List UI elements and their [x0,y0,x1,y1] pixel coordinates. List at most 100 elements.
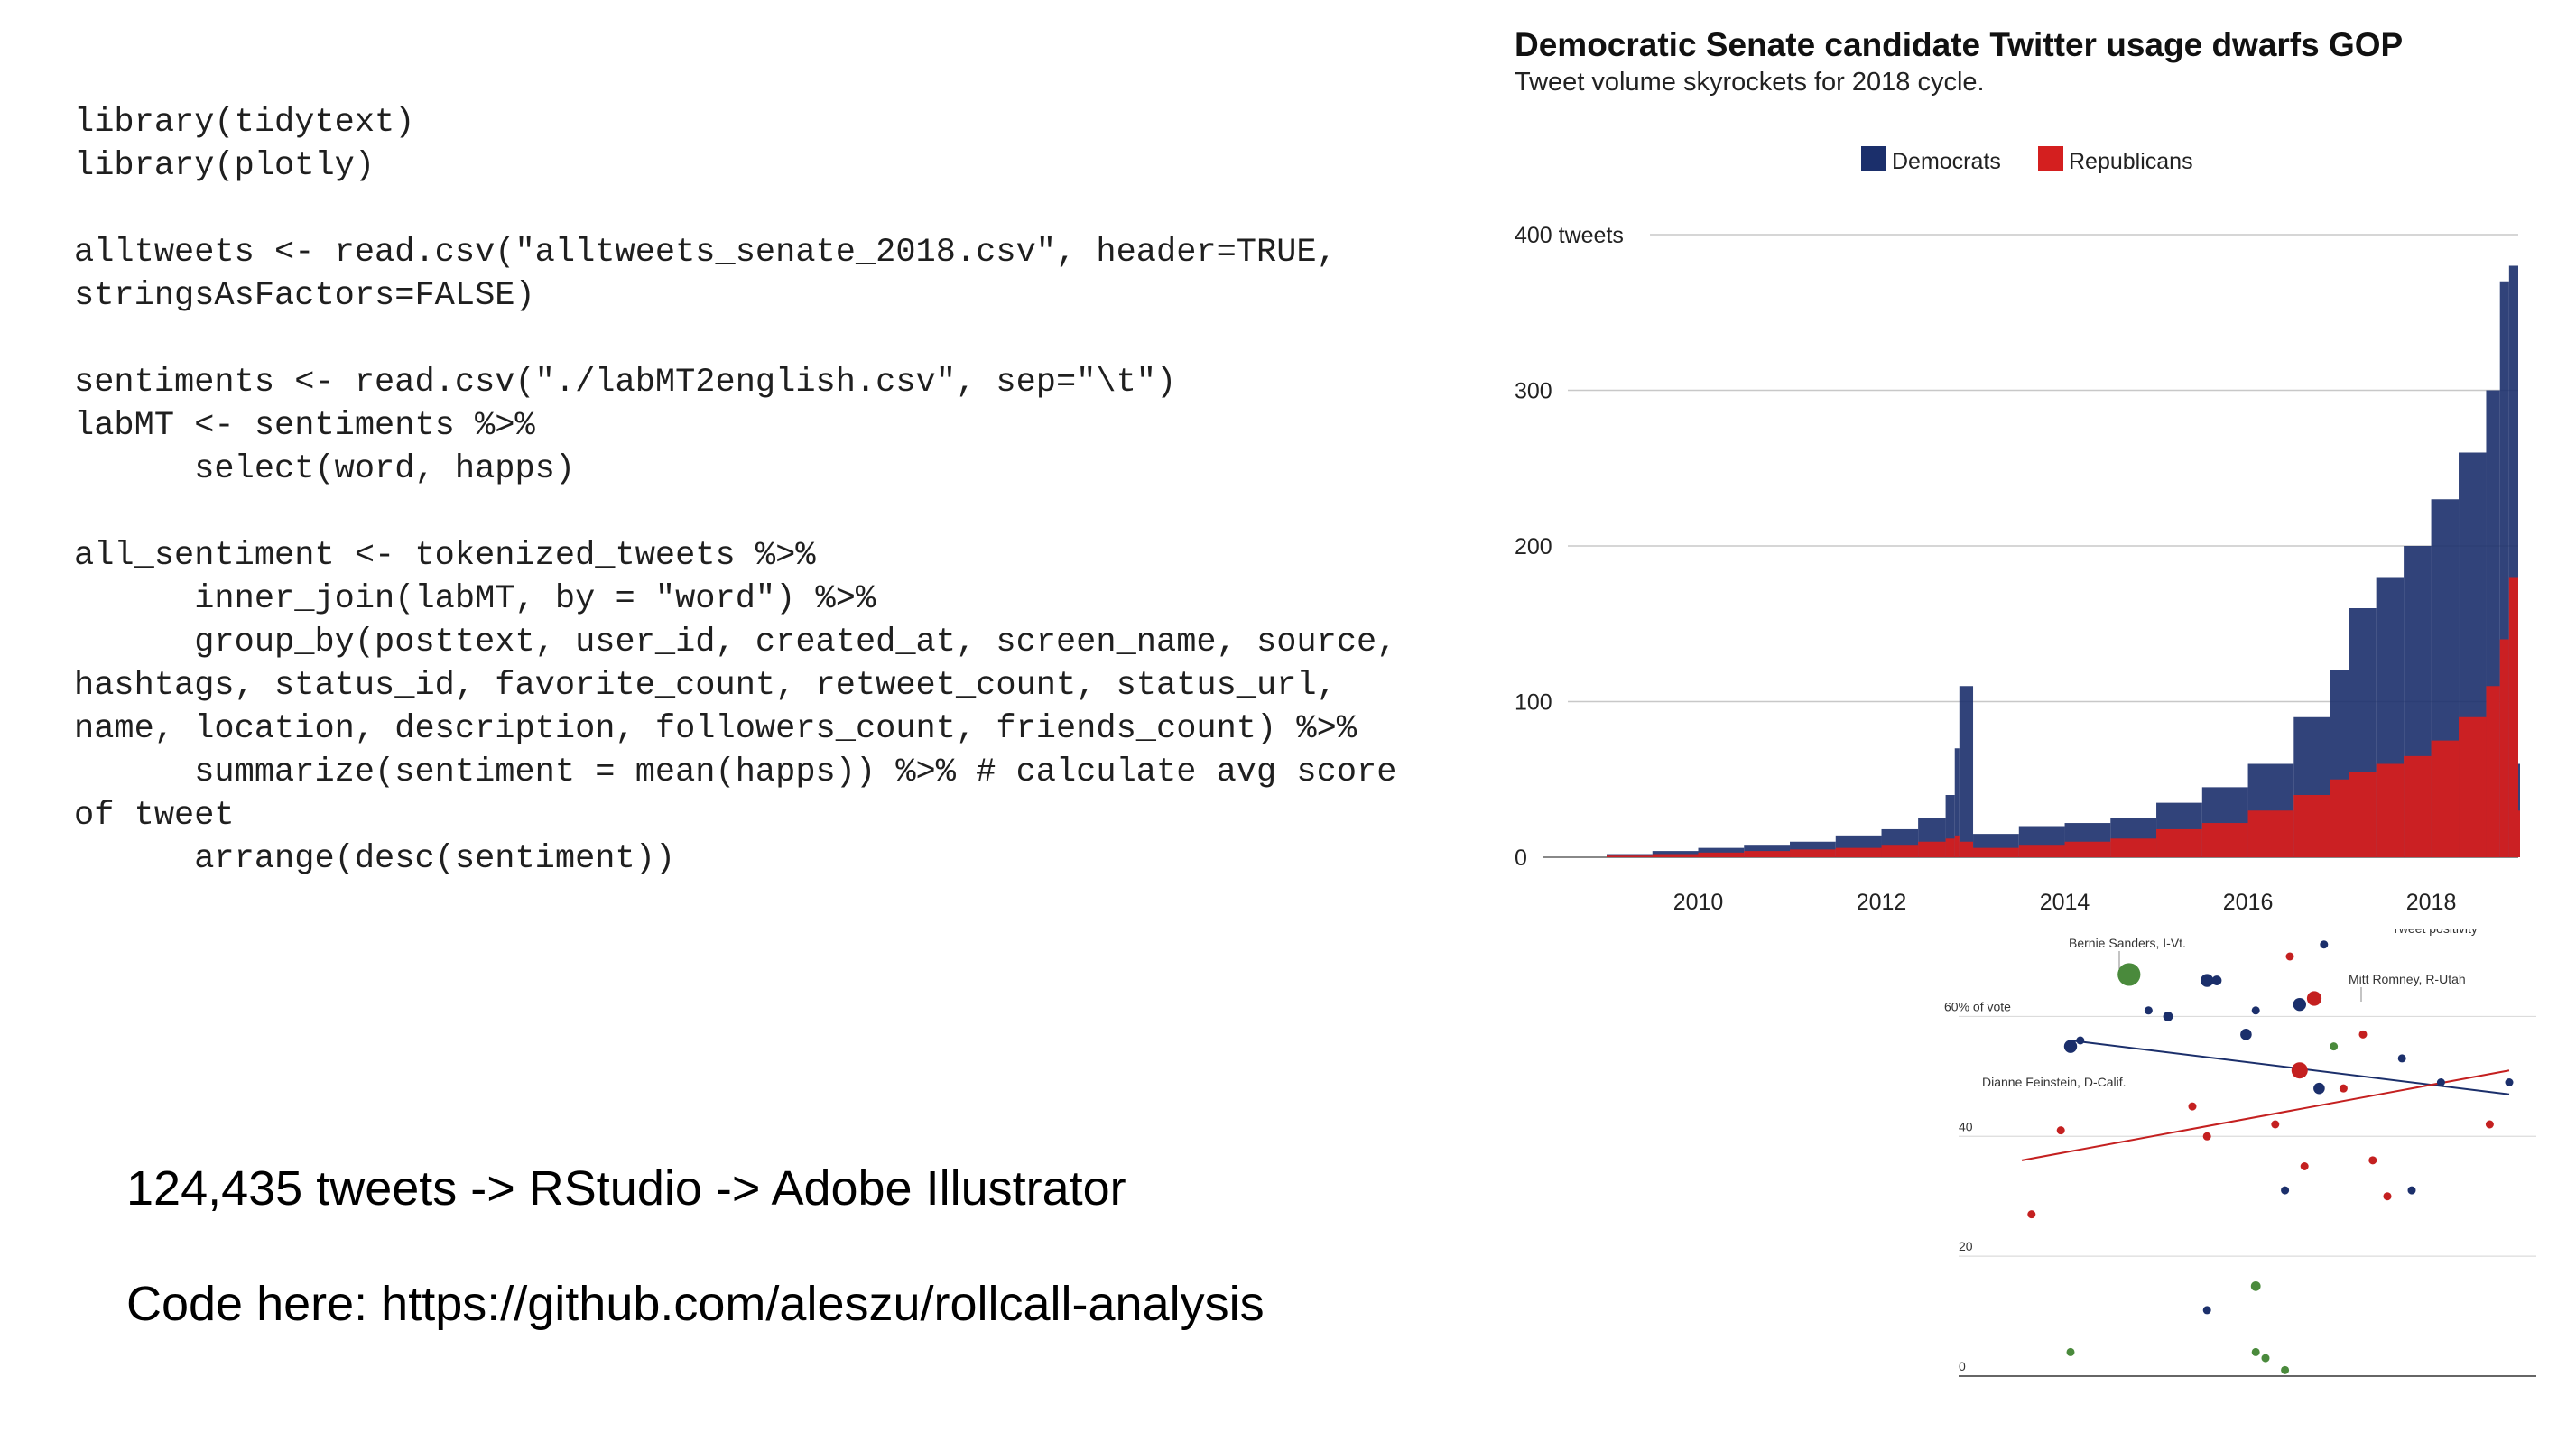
bar-republicans [1973,847,2019,857]
code-block: library(tidytext) library(plotly) alltweet… [74,101,1396,881]
y-tick-label: 300 [1515,379,1552,404]
y-tick-label: 0 [1959,1359,1966,1373]
code-line: name, location, description, followers_c… [74,710,1357,748]
bar-republicans [2518,810,2520,857]
x-tick-label: 2012 [1857,890,1907,915]
scatter-point-ind [2251,1347,2260,1356]
scatter-point-dem [2201,974,2214,987]
bar-republicans [1744,851,1791,857]
scatter-point-dem [2313,1082,2325,1095]
bar-democrats [1959,686,1974,857]
bar-republicans [1607,855,1653,857]
annotation-label: Mitt Romney, R-Utah [2349,972,2466,986]
code-line: select(word, happs) [74,450,576,488]
scatter-point-dem [2505,1078,2514,1086]
code-line [74,188,1396,231]
bar-republicans [2499,639,2509,857]
scatter-point-rep [2485,1120,2494,1129]
bar-republicans [1881,845,1919,857]
code-line [74,491,1396,534]
code-line: summarize(sentiment = mean(happs)) %>% #… [74,753,1397,791]
bar-democrats [2508,265,2518,857]
x-tick-label: 2010 [1673,890,1724,915]
scatter-point-dem [2320,940,2329,949]
bar-republicans [2486,686,2500,857]
code-line: of tweet [74,797,235,835]
pipeline-caption: 124,435 tweets -> RStudio -> Adobe Illus… [126,1161,1126,1216]
y-tick-label: 40 [1959,1119,1973,1133]
x-tick-label: 2016 [2223,890,2274,915]
scatter-point-rep [2188,1102,2197,1111]
bar-republicans [2330,779,2349,857]
scatter-point-rep [2027,1210,2036,1219]
scatter-point-dem [2397,1054,2406,1063]
code-line: group_by(posttext, user_id, created_at, … [74,624,1397,661]
scatter-point-rep [2339,1084,2348,1093]
scatter-point-dem [2076,1036,2085,1045]
scatter-point-rep [2202,1132,2211,1141]
bar-republicans [1652,854,1699,857]
scatter-point-rep [2300,1162,2309,1170]
scatter-point-rep [2056,1126,2065,1135]
scatter-point-dem [2293,997,2306,1012]
bar-republicans [1790,849,1836,857]
bar-republicans [1954,835,1960,857]
code-line: labMT <- sentiments %>% [74,407,535,445]
bar-republicans [2376,763,2405,857]
bar-republicans [1835,847,1882,857]
code-line: inner_join(labMT, by = "word") %>% [74,580,876,618]
bar-republicans [2110,838,2157,857]
bar-democrats [1954,748,1960,857]
scatter-point-rep [2271,1120,2280,1129]
legend-label: Republicans [2069,149,2193,174]
y-tick-label: 60% of vote [1944,999,2011,1013]
bar-democrats [1945,795,1955,857]
scatter-points [2027,940,2514,1374]
annotation-label: Dianne Feinstein, D-Calif. [1982,1075,2127,1089]
bar-republicans [1959,841,1974,857]
scatter-point-rep [2383,1192,2392,1201]
series-republicans [1607,577,2520,857]
bar-republicans [2508,577,2518,857]
bar-republicans [1945,838,1955,857]
scatter-point-dem [2281,1186,2290,1195]
y-tick-label: 400 tweets [1515,223,1624,248]
code-line: stringsAsFactors=FALSE) [74,277,535,315]
y-tick-label: 100 [1515,690,1552,716]
y-tick-label: 200 [1515,534,1552,559]
code-line: alltweets <- read.csv("alltweets_senate_… [74,234,1337,272]
scatter-point-ind [2330,1042,2339,1051]
y-tick-label: 0 [1515,846,1527,871]
code-line [74,318,1396,361]
bar-republicans [2459,716,2487,857]
scatter-point-ind [2281,1365,2290,1374]
chart-title: Democratic Senate candidate Twitter usag… [1515,26,2403,63]
x-tick-label: 2014 [2040,890,2090,915]
tweet-volume-chart: Democratic Senate candidate Twitter usag… [1515,26,2520,915]
annotation-label: Tweet positivity [2392,929,2478,936]
scatter-point-rep [2291,1062,2308,1079]
bar-republicans [2018,845,2065,857]
trendline-rep [2021,1069,2510,1161]
scatter-point-ind [2261,1354,2270,1363]
scatter-point-rep [2368,1156,2377,1165]
code-line: all_sentiment <- tokenized_tweets %>% [74,537,816,575]
bar-republicans [1698,852,1745,857]
bar-republicans [2431,740,2460,857]
code-link-caption: Code here: https://github.com/aleszu/rol… [126,1277,1265,1331]
bar-republicans [1918,841,1946,857]
scatter-point-ind [2117,963,2141,986]
bar-republicans [2293,795,2330,857]
annotation-label: Bernie Sanders, I-Vt. [2069,936,2186,950]
legend-label: Democrats [1892,149,2001,174]
code-line: arrange(desc(sentiment)) [74,840,676,878]
scatter-point-dem [2407,1186,2416,1195]
legend-swatch-democrats [1861,146,1886,171]
chart-subtitle: Tweet volume skyrockets for 2018 cycle. [1515,68,1985,97]
y-tick-label: 20 [1959,1239,1973,1253]
trendline-dem [2070,1040,2510,1095]
scatter-point-rep [2358,1030,2368,1039]
x-tick-label: 2018 [2406,890,2457,915]
scatter-point-dem [2144,1006,2153,1015]
code-line: hashtags, status_id, favorite_count, ret… [74,667,1337,705]
